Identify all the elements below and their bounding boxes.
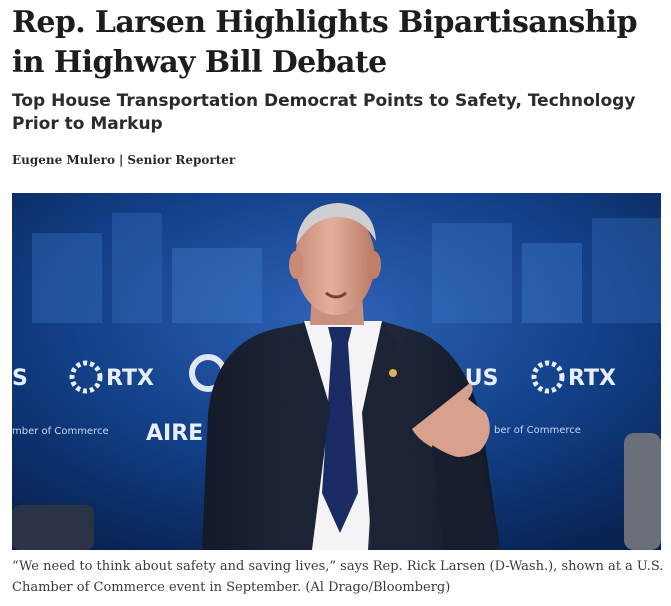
speaker-lapel-left [274, 321, 330, 550]
speaker-tie [322, 327, 358, 533]
speaker-mouth [325, 291, 347, 299]
speaker-ear-right [367, 251, 381, 279]
backdrop-air: AIRE [146, 421, 203, 446]
rtx-logo-icon [69, 360, 103, 394]
lapel-pin-icon [389, 369, 397, 377]
subheadline: Top House Transportation Democrat Points… [12, 91, 636, 134]
backdrop-chamber-left: mber of Commerce [12, 426, 109, 437]
speaker-sleeve [432, 445, 500, 550]
backdrop-fragment-left: S [12, 366, 28, 391]
rtx-logo-right-icon [531, 360, 565, 394]
byline: Eugene Mulero | Senior Reporter [12, 153, 235, 167]
speaker-ear-left [289, 251, 303, 279]
backdrop-rtx-right: RTX [568, 366, 616, 391]
speaker-figure [202, 203, 500, 550]
backdrop-rtx-left: RTX [106, 366, 154, 391]
stage-chairs [12, 433, 661, 550]
photo-illustration: S RTX BUS RTX mber of Commerce AIRE ber … [12, 193, 661, 550]
article-photo: S RTX BUS RTX mber of Commerce AIRE ber … [12, 193, 661, 550]
speaker-hand [412, 383, 490, 457]
speaker-lapel-right [362, 321, 412, 550]
byline-separator: | [118, 153, 124, 167]
backdrop-skyline [32, 213, 661, 323]
speaker-hair [296, 203, 376, 245]
backdrop-chamber-right: ber of Commerce [494, 425, 581, 436]
author-role: Senior Reporter [127, 153, 236, 167]
photo-caption: “We need to think about safety and savin… [12, 559, 664, 595]
author-link[interactable]: Eugene Mulero [12, 153, 115, 167]
headline: Rep. Larsen Highlights Bipartisanship in… [12, 5, 638, 80]
speaker-head [295, 207, 375, 315]
